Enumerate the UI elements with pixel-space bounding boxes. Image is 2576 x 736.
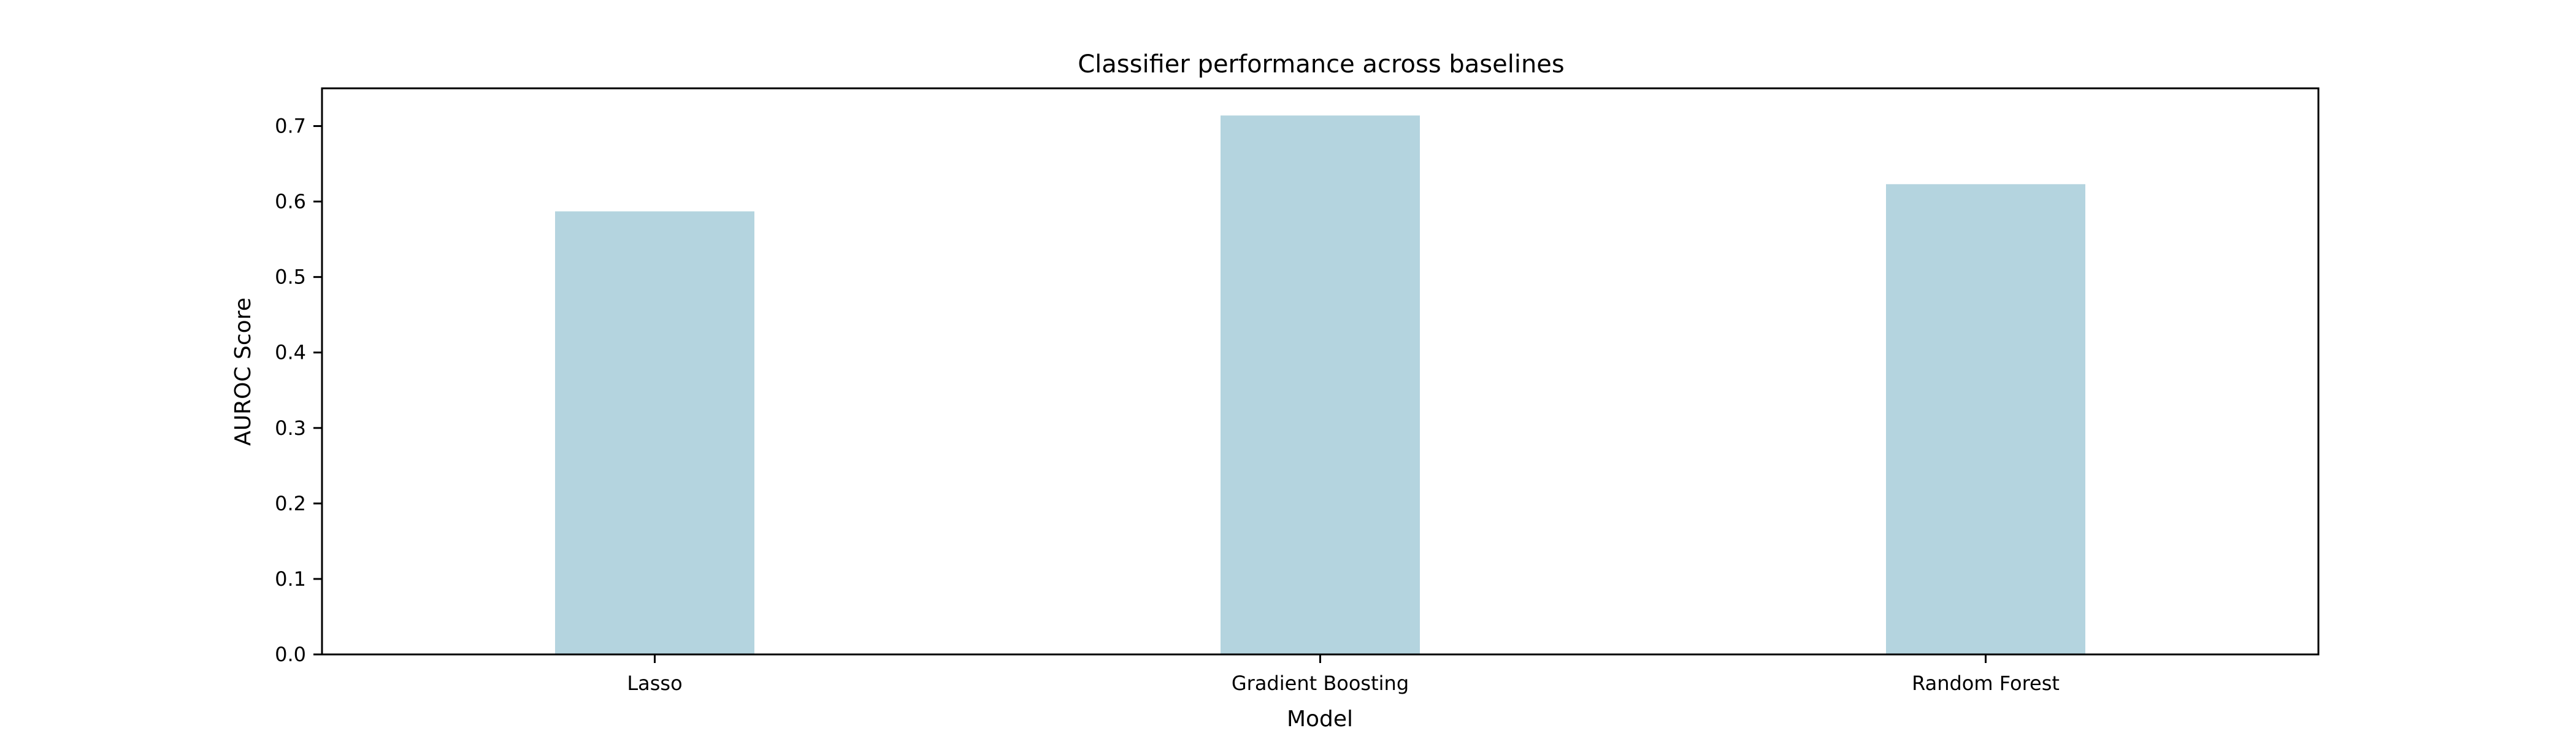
x-tick-label: Lasso <box>627 672 682 695</box>
bar-group <box>555 115 2085 655</box>
y-axis: 0.0 0.1 0.2 0.3 0.4 0.5 0.6 0.7 <box>275 115 322 666</box>
x-axis-label: Model <box>1287 707 1353 732</box>
y-tick-label: 0.1 <box>275 567 306 591</box>
bar-gradient-boosting <box>1221 115 1420 654</box>
y-tick-label: 0.5 <box>275 266 306 289</box>
bar-random-forest <box>1886 184 2085 654</box>
bar-lasso <box>555 211 754 655</box>
y-tick-label: 0.3 <box>275 416 306 440</box>
y-tick-label: 0.0 <box>275 643 306 666</box>
x-axis: Lasso Gradient Boosting Random Forest <box>627 654 2060 695</box>
y-tick-label: 0.7 <box>275 115 306 138</box>
x-tick-label: Gradient Boosting <box>1232 672 1409 695</box>
x-tick-label: Random Forest <box>1912 672 2060 695</box>
y-tick-label: 0.2 <box>275 492 306 515</box>
y-tick-label: 0.4 <box>275 341 306 364</box>
y-axis-label: AUROC Score <box>231 297 256 446</box>
y-tick-label: 0.6 <box>275 190 306 213</box>
chart-title: Classifier performance across baselines <box>1078 50 1565 79</box>
